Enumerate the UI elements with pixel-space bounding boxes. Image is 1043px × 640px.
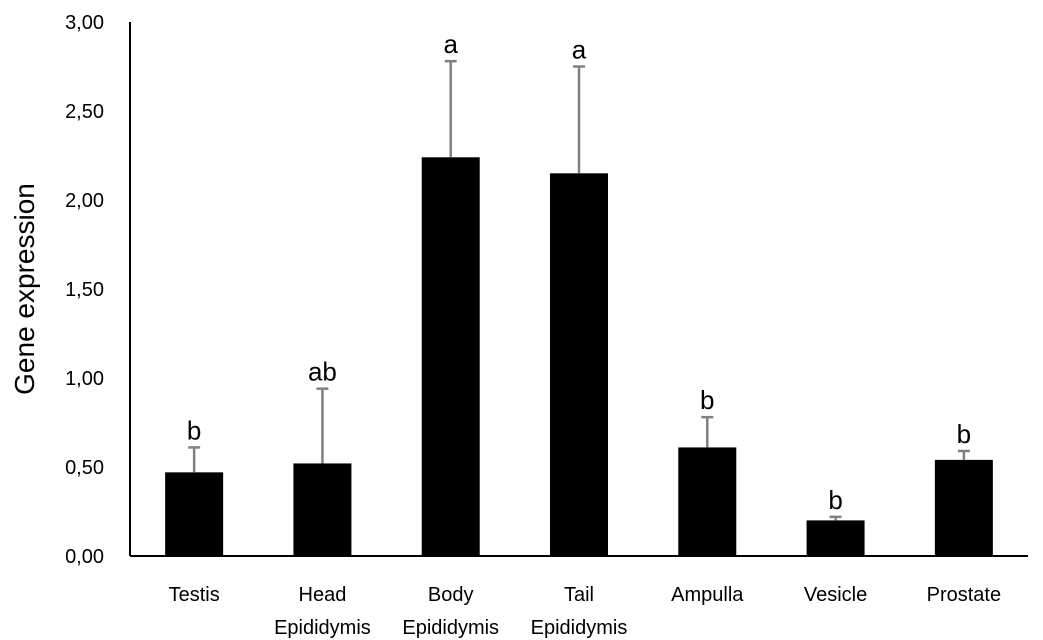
y-tick-label: 3,00 [65,12,104,34]
significance-label: b [957,419,971,449]
y-tick-label: 0,00 [65,546,104,568]
x-tick-label: Epididymis [274,617,371,639]
bar [678,447,737,556]
y-tick-label: 0,50 [65,457,104,479]
x-tick-label: Vesicle [804,584,867,606]
x-tick-label: Ampulla [671,584,744,606]
x-tick-label: Epididymis [402,617,499,639]
bar [421,157,480,556]
y-tick-label: 2,50 [65,101,104,123]
x-tick-label: Epididymis [531,617,628,639]
bar [165,472,224,556]
bar [293,463,352,556]
x-tick-label: Tail [564,584,594,606]
y-tick-label: 2,00 [65,190,104,212]
significance-label: a [443,29,458,59]
x-tick-label: Head [299,584,347,606]
bar [934,459,993,556]
y-axis-ticks: 0,00 0,50 1,00 1,50 2,00 2,50 3,00 [65,12,104,568]
y-axis-title: Gene expression [9,183,40,395]
bars-group [165,157,993,557]
significance-label: a [572,35,587,65]
bar [550,173,608,557]
error-bars-group [188,59,970,521]
y-tick-label: 1,00 [65,368,104,390]
x-tick-label: Prostate [927,584,1001,606]
significance-label: b [828,485,842,515]
x-axis-labels-group: Testis Head Epididymis Body Epididymis Tail Ep… [169,584,1002,639]
y-tick-label: 1,50 [65,279,104,301]
significance-label: ab [308,357,337,387]
significance-label: b [700,385,714,415]
x-tick-label: Body [428,584,474,606]
bar [806,520,865,556]
significance-label: b [187,415,201,445]
x-tick-label: Testis [169,584,220,606]
